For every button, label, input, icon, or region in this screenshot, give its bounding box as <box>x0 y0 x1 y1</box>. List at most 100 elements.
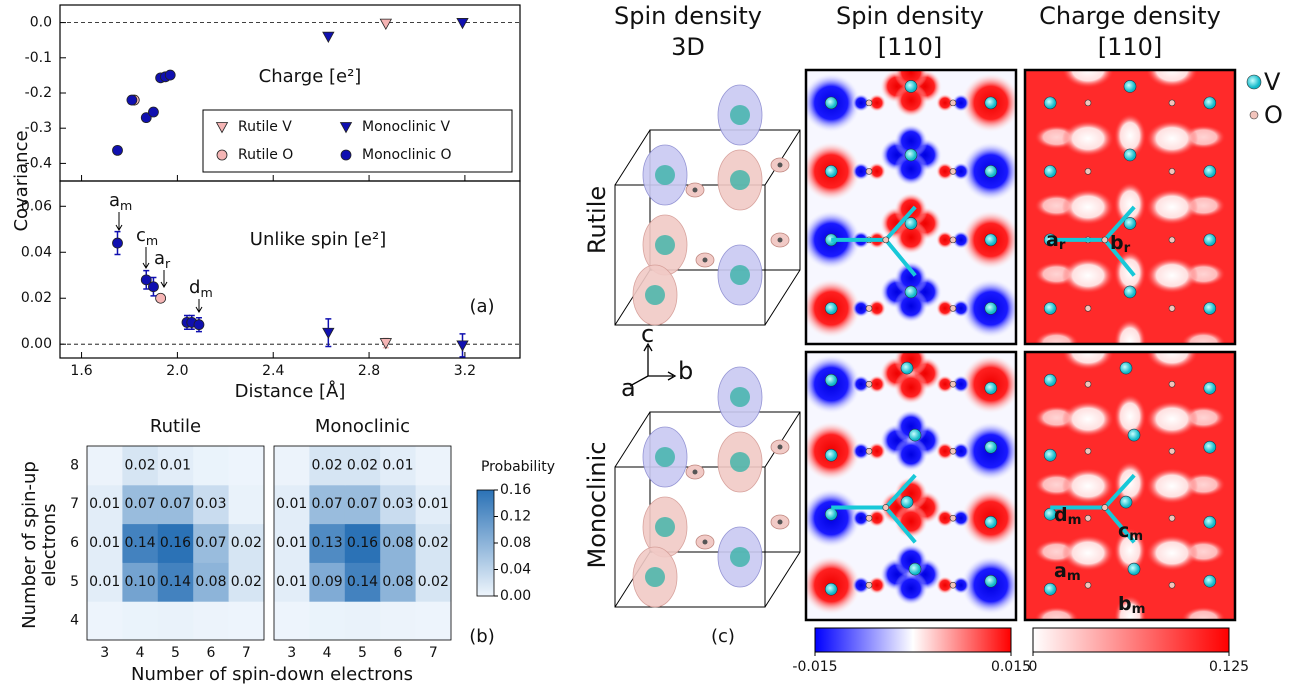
cell-label: 0.14 <box>125 535 156 551</box>
marker <box>164 69 176 81</box>
heatmap-cell <box>344 562 381 602</box>
cell-label: 0.01 <box>276 496 307 512</box>
atom-v-3d <box>730 452 750 472</box>
cell-label: 0.07 <box>195 535 226 551</box>
heatmap-cell <box>415 523 452 563</box>
atom-o <box>949 305 957 312</box>
marker <box>112 237 123 249</box>
density-map <box>806 70 1016 344</box>
legend-marker <box>216 149 228 161</box>
heatmap-cell <box>157 484 194 525</box>
heatmap-cell <box>87 601 123 641</box>
atom-v <box>1119 495 1133 509</box>
heatmap-cell <box>344 601 381 641</box>
label-main: b <box>1118 593 1132 615</box>
heatmap-cell <box>87 484 123 525</box>
colorbar-tick-label: 0.08 <box>500 535 531 551</box>
marker <box>148 281 159 293</box>
x-tick-label: 1.6 <box>70 363 92 379</box>
atom-o <box>865 305 873 312</box>
heatmap-cell <box>309 523 346 563</box>
atom-v <box>1203 574 1217 588</box>
cell-label: 0.09 <box>312 574 343 590</box>
heatmap-cell <box>122 562 159 602</box>
density-dipole <box>852 162 870 181</box>
atom-o <box>1168 380 1176 388</box>
atom-v <box>984 302 998 315</box>
label-sub: m <box>200 285 212 300</box>
atom-o-3d <box>702 539 708 545</box>
density-dipole <box>952 162 970 181</box>
atom-v <box>984 440 998 454</box>
cell-label: 0.07 <box>125 496 156 512</box>
atom-v <box>1127 562 1141 576</box>
x-tick-label: 3 <box>287 645 296 661</box>
atom-o <box>1084 514 1092 522</box>
density-dipole <box>952 375 970 394</box>
atom-v-3d <box>730 387 750 407</box>
atom-o <box>1168 168 1176 175</box>
density-dipole <box>852 442 870 461</box>
heatmap-cell <box>228 601 265 641</box>
heatmap-cell <box>157 562 194 602</box>
density-dipole <box>936 576 954 595</box>
density-dipole <box>936 375 954 394</box>
heatmap-title: Monoclinic <box>315 416 410 437</box>
atom-o <box>1168 236 1176 244</box>
x-tick-label: 4 <box>136 645 145 661</box>
density-lobe <box>894 370 928 405</box>
density-dipole <box>936 162 954 181</box>
legend-label: Monoclinic O <box>362 147 452 163</box>
bond <box>884 473 917 509</box>
bond <box>884 205 917 242</box>
y-axis-label: electrons <box>39 504 60 587</box>
atom-o <box>1168 514 1176 522</box>
heatmap-cell <box>157 446 194 486</box>
cell-label: 0.08 <box>382 574 413 590</box>
density-hole <box>1114 528 1146 573</box>
heatmap-cell <box>415 446 452 486</box>
annotation: Unlike spin [e²] <box>250 229 386 250</box>
density-dipole <box>868 442 886 461</box>
atom-o <box>1101 504 1109 511</box>
density-hole <box>1181 606 1226 620</box>
atom-o <box>865 447 873 455</box>
label-sub: m <box>1067 569 1081 584</box>
atom-v-3d <box>645 567 665 587</box>
cell-label: 0.02 <box>418 574 449 590</box>
x-tick-label: 2.4 <box>262 363 284 379</box>
density-hole <box>1146 120 1198 157</box>
atom-o <box>949 380 957 388</box>
heatmap-cell <box>193 484 230 525</box>
x-tick-label: 2.0 <box>166 363 188 379</box>
label-main: a <box>154 248 165 269</box>
atom-v <box>984 96 998 110</box>
density-lobe <box>894 151 928 186</box>
density-hole <box>1062 257 1114 294</box>
colorbar-tick-label: 0.04 <box>500 562 531 578</box>
atom-o <box>1168 305 1176 312</box>
cell-label: 0.08 <box>195 574 226 590</box>
y-tick-label: 5 <box>70 574 79 590</box>
atom-v <box>1203 381 1217 395</box>
heatmap-cell <box>274 523 310 563</box>
density-dipole <box>868 162 886 181</box>
heatmap-cell <box>380 562 417 602</box>
density-lobe <box>894 220 928 255</box>
density-dipole <box>852 299 870 318</box>
density-hole <box>1062 401 1114 437</box>
atom-v <box>824 582 838 596</box>
legend-box <box>202 109 513 173</box>
density-lobe <box>894 83 928 118</box>
atom-o <box>949 168 957 175</box>
density-hole <box>1146 189 1198 225</box>
atom-v <box>984 574 998 588</box>
legend-label: Monoclinic V <box>362 119 450 135</box>
heatmap-cell <box>122 446 159 486</box>
subscript-label: cm <box>1118 520 1143 545</box>
cell-label: 0.03 <box>195 496 226 512</box>
density-hole <box>1062 70 1114 88</box>
bond <box>1103 238 1136 277</box>
cell-label: 0.08 <box>382 535 413 551</box>
